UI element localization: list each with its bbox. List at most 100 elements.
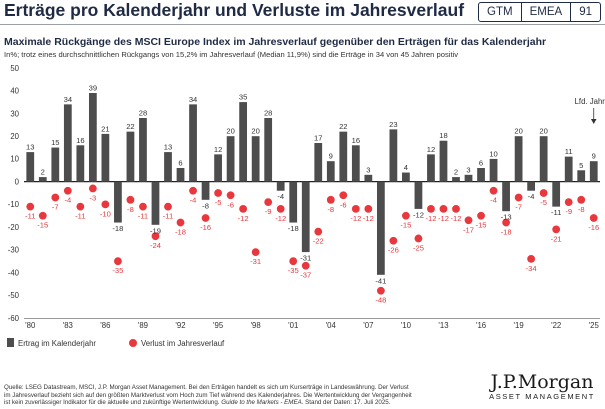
- x-tick-label: '07: [363, 321, 373, 330]
- loss-label: -35: [288, 266, 299, 275]
- gain-bar: [214, 154, 222, 182]
- gain-label: 20: [514, 127, 522, 136]
- gain-bar: [414, 181, 423, 209]
- gain-bar: [489, 158, 498, 182]
- gain-label: 34: [64, 95, 72, 104]
- gain-bar: [139, 118, 147, 182]
- gain-bar: [101, 133, 110, 182]
- legend-gain-label: Ertrag im Kalenderjahr: [18, 339, 96, 348]
- loss-label: -8: [578, 205, 585, 214]
- loss-dot: [439, 205, 448, 213]
- loss-label: -4: [64, 196, 71, 205]
- loss-dot: [88, 184, 97, 193]
- loss-label: -8: [127, 205, 134, 214]
- gain-label: 20: [539, 127, 547, 136]
- gain-bar: [239, 102, 248, 182]
- gain-label: 2: [41, 168, 45, 177]
- gain-label: 13: [26, 143, 34, 152]
- y-tick-label: -20: [8, 223, 20, 232]
- gain-label: 20: [251, 127, 259, 136]
- header-divider: [0, 24, 605, 25]
- gain-label: 28: [264, 109, 272, 118]
- loss-dot: [427, 205, 435, 213]
- x-tick-label: '92: [175, 321, 185, 330]
- loss-label: -5: [540, 198, 547, 207]
- gain-label: -8: [202, 201, 209, 210]
- gain-label: 23: [389, 120, 397, 129]
- gain-label: 11: [565, 147, 573, 156]
- gain-bar: [477, 168, 485, 182]
- gain-bar: [88, 93, 97, 182]
- gain-bar: [189, 104, 197, 182]
- loss-dot: [189, 186, 197, 195]
- loss-label: -12: [451, 214, 462, 223]
- loss-dot: [489, 186, 498, 195]
- loss-dot: [214, 189, 222, 197]
- x-tick-label: '16: [476, 321, 486, 330]
- gain-label: 6: [479, 159, 483, 168]
- gain-label: 21: [101, 124, 109, 133]
- gain-label: 22: [339, 122, 347, 131]
- y-tick-label: 50: [10, 64, 19, 73]
- tag-region: EMEA: [520, 3, 571, 21]
- gain-label: -41: [375, 276, 386, 285]
- loss-label: -9: [565, 207, 572, 216]
- loss-label: -21: [551, 234, 562, 243]
- loss-dot: [351, 205, 360, 213]
- gain-bar: [176, 168, 185, 182]
- chart-subtitle: In%; trotz eines durchschnittlichen Rück…: [4, 50, 459, 59]
- x-tick-label: '83: [63, 321, 73, 330]
- x-tick-label: '13: [438, 321, 448, 330]
- loss-dot: [201, 214, 210, 222]
- legend-gain-swatch: [7, 338, 14, 347]
- loss-label: -11: [138, 212, 148, 221]
- annotation-arrow-head: [590, 119, 597, 124]
- gain-label: 34: [189, 95, 197, 104]
- loss-dot: [539, 189, 548, 197]
- gain-label: 28: [139, 109, 147, 118]
- loss-dot: [63, 186, 72, 195]
- loss-dot: [564, 198, 573, 206]
- gain-bar: [452, 177, 460, 182]
- gain-bar: [63, 104, 72, 182]
- gain-bar: [589, 161, 598, 182]
- gain-bar: [389, 129, 398, 182]
- loss-label: -15: [37, 221, 48, 230]
- gain-bar: [38, 177, 47, 182]
- gain-label: 39: [89, 84, 97, 93]
- loss-dot: [164, 202, 172, 211]
- page-title: Erträge pro Kalenderjahr und Verluste im…: [4, 0, 465, 20]
- loss-label: -25: [413, 243, 424, 252]
- loss-label: -18: [175, 228, 186, 237]
- gain-label: 18: [439, 131, 447, 140]
- y-tick-label: -10: [8, 200, 20, 209]
- gain-label: -12: [413, 210, 424, 219]
- gain-bar: [26, 152, 35, 182]
- loss-label: -7: [515, 203, 522, 212]
- loss-label: -12: [350, 214, 361, 223]
- gain-label: 16: [76, 136, 84, 145]
- gain-label: 10: [489, 149, 497, 158]
- gain-bar: [539, 136, 548, 182]
- gain-label: -13: [501, 213, 512, 222]
- gain-bar: [51, 147, 60, 182]
- loss-label: -18: [501, 228, 512, 237]
- legend-loss-swatch: [129, 339, 137, 347]
- gain-label: 35: [239, 93, 247, 102]
- loss-label: -12: [425, 214, 436, 223]
- gain-bar: [114, 181, 122, 223]
- loss-dot: [101, 200, 110, 209]
- loss-dot: [51, 193, 60, 202]
- loss-label: -24: [150, 241, 161, 250]
- x-tick-label: '95: [213, 321, 224, 330]
- y-tick-label: 30: [10, 109, 19, 118]
- loss-label: -26: [388, 246, 399, 255]
- gain-label: 16: [352, 136, 360, 145]
- loss-label: -10: [100, 209, 111, 218]
- gain-label: 9: [592, 152, 596, 161]
- loss-label: -48: [375, 296, 386, 305]
- y-tick-label: 0: [15, 177, 20, 186]
- gain-bar: [376, 181, 385, 275]
- gain-label: 12: [427, 145, 435, 154]
